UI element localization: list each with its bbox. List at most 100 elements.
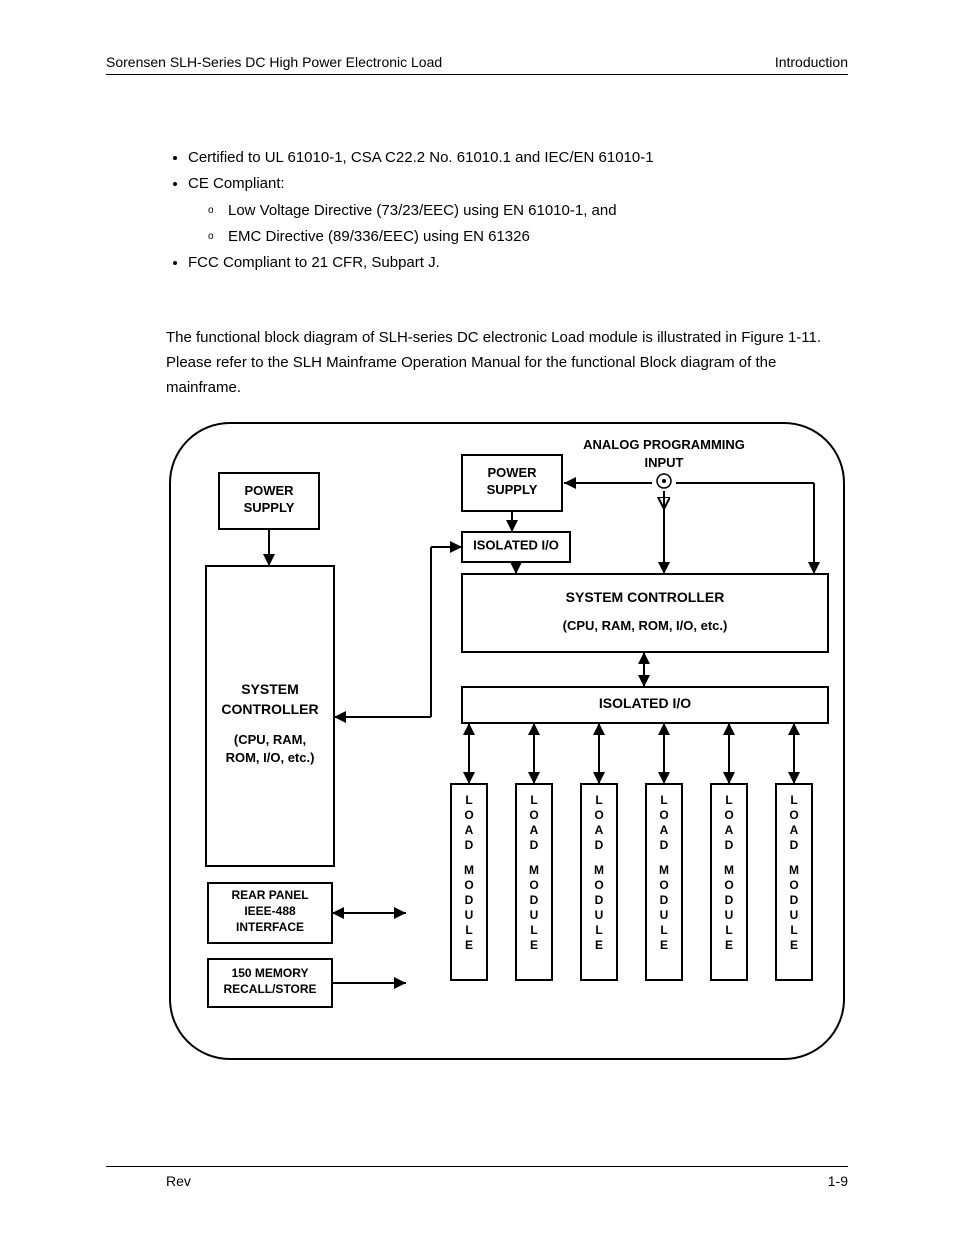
svg-text:O: O: [724, 878, 733, 892]
footer-right: 1-9: [828, 1173, 848, 1189]
bullet-list: Certified to UL 61010-1, CSA C22.2 No. 6…: [106, 145, 848, 276]
bullet-item: CE Compliant: Low Voltage Directive (73/…: [188, 171, 848, 250]
svg-text:A: A: [465, 823, 474, 837]
svg-text:REAR PANEL: REAR PANEL: [231, 888, 308, 902]
svg-text:SYSTEM: SYSTEM: [241, 681, 299, 697]
svg-text:O: O: [789, 808, 798, 822]
block-diagram: POWER SUPPLY POWER SUPPLY ISOLATED I/O SYSTEM…: [166, 419, 848, 1068]
svg-text:D: D: [465, 893, 474, 907]
svg-text:SYSTEM CONTROLLER: SYSTEM CONTROLLER: [566, 589, 725, 605]
sub-bullet-item: Low Voltage Directive (73/23/EEC) using …: [228, 198, 848, 224]
bullet-text: CE Compliant:: [188, 175, 285, 192]
bullet-item: FCC Compliant to 21 CFR, Subpart J.: [188, 250, 848, 276]
svg-text:RECALL/STORE: RECALL/STORE: [223, 982, 316, 996]
svg-text:E: E: [465, 938, 473, 952]
svg-text:L: L: [530, 923, 537, 937]
svg-text:O: O: [594, 878, 603, 892]
svg-text:U: U: [725, 908, 734, 922]
svg-text:A: A: [530, 823, 539, 837]
svg-text:D: D: [725, 838, 734, 852]
svg-text:D: D: [660, 893, 669, 907]
svg-text:(CPU, RAM,: (CPU, RAM,: [234, 732, 306, 747]
page-content: Certified to UL 61010-1, CSA C22.2 No. 6…: [106, 75, 848, 1068]
page-header: Sorensen SLH-Series DC High Power Electr…: [106, 54, 848, 75]
svg-text:POWER: POWER: [487, 465, 537, 480]
svg-text:L: L: [465, 923, 472, 937]
svg-text:L: L: [595, 793, 602, 807]
svg-text:D: D: [595, 838, 604, 852]
svg-text:U: U: [595, 908, 604, 922]
bullet-text: FCC Compliant to 21 CFR, Subpart J.: [188, 254, 440, 271]
document-page: Sorensen SLH-Series DC High Power Electr…: [0, 0, 954, 1235]
sub-bullet-item: EMC Directive (89/336/EEC) using EN 6132…: [228, 224, 848, 250]
svg-text:SUPPLY: SUPPLY: [487, 482, 538, 497]
svg-text:O: O: [659, 808, 668, 822]
svg-text:D: D: [530, 893, 539, 907]
svg-text:L: L: [790, 923, 797, 937]
svg-text:L: L: [790, 793, 797, 807]
svg-text:E: E: [725, 938, 733, 952]
svg-text:E: E: [595, 938, 603, 952]
svg-text:A: A: [595, 823, 604, 837]
diagram-svg: POWER SUPPLY POWER SUPPLY ISOLATED I/O SYSTEM…: [166, 419, 848, 1063]
svg-text:E: E: [530, 938, 538, 952]
svg-text:O: O: [724, 808, 733, 822]
header-left: Sorensen SLH-Series DC High Power Electr…: [106, 54, 442, 70]
svg-text:M: M: [464, 863, 474, 877]
svg-text:A: A: [660, 823, 669, 837]
svg-text:D: D: [660, 838, 669, 852]
svg-text:ANALOG PROGRAMMING: ANALOG PROGRAMMING: [583, 437, 745, 452]
svg-text:U: U: [530, 908, 539, 922]
svg-text:D: D: [790, 838, 799, 852]
svg-text:D: D: [725, 893, 734, 907]
paragraph: The functional block diagram of SLH-seri…: [106, 326, 848, 400]
header-right: Introduction: [775, 54, 848, 70]
svg-text:O: O: [594, 808, 603, 822]
svg-text:D: D: [790, 893, 799, 907]
svg-text:L: L: [595, 923, 602, 937]
svg-text:ISOLATED I/O: ISOLATED I/O: [599, 695, 691, 711]
svg-text:O: O: [789, 878, 798, 892]
svg-text:A: A: [790, 823, 799, 837]
svg-text:CONTROLLER: CONTROLLER: [221, 701, 318, 717]
svg-text:O: O: [529, 808, 538, 822]
svg-text:D: D: [465, 838, 474, 852]
svg-text:L: L: [660, 793, 667, 807]
svg-text:ISOLATED I/O: ISOLATED I/O: [473, 537, 559, 552]
svg-text:INPUT: INPUT: [645, 455, 684, 470]
svg-text:O: O: [659, 878, 668, 892]
svg-text:M: M: [789, 863, 799, 877]
svg-text:IEEE-488: IEEE-488: [244, 904, 296, 918]
svg-text:ROM, I/O, etc.): ROM, I/O, etc.): [226, 750, 315, 765]
svg-text:L: L: [725, 793, 732, 807]
bullet-text: Certified to UL 61010-1, CSA C22.2 No. 6…: [188, 149, 654, 166]
svg-text:O: O: [529, 878, 538, 892]
svg-text:L: L: [660, 923, 667, 937]
svg-text:E: E: [790, 938, 798, 952]
svg-text:INTERFACE: INTERFACE: [236, 920, 304, 934]
svg-text:150 MEMORY: 150 MEMORY: [232, 966, 309, 980]
svg-text:U: U: [465, 908, 474, 922]
svg-text:U: U: [660, 908, 669, 922]
svg-text:M: M: [724, 863, 734, 877]
svg-text:(CPU, RAM, ROM, I/O, etc.): (CPU, RAM, ROM, I/O, etc.): [563, 618, 728, 633]
sub-bullet-text: EMC Directive (89/336/EEC) using EN 6132…: [228, 228, 530, 245]
svg-text:L: L: [530, 793, 537, 807]
sub-bullet-list: Low Voltage Directive (73/23/EEC) using …: [188, 198, 848, 251]
svg-text:SUPPLY: SUPPLY: [244, 500, 295, 515]
svg-text:M: M: [659, 863, 669, 877]
svg-text:D: D: [595, 893, 604, 907]
svg-text:M: M: [594, 863, 604, 877]
svg-text:M: M: [529, 863, 539, 877]
svg-text:A: A: [725, 823, 734, 837]
svg-text:L: L: [465, 793, 472, 807]
sub-bullet-text: Low Voltage Directive (73/23/EEC) using …: [228, 202, 617, 219]
footer-left: Rev: [106, 1173, 191, 1189]
svg-text:O: O: [464, 808, 473, 822]
page-footer: Rev 1-9: [106, 1166, 848, 1189]
svg-text:POWER: POWER: [244, 483, 294, 498]
svg-text:L: L: [725, 923, 732, 937]
svg-text:E: E: [660, 938, 668, 952]
svg-text:O: O: [464, 878, 473, 892]
svg-text:U: U: [790, 908, 799, 922]
